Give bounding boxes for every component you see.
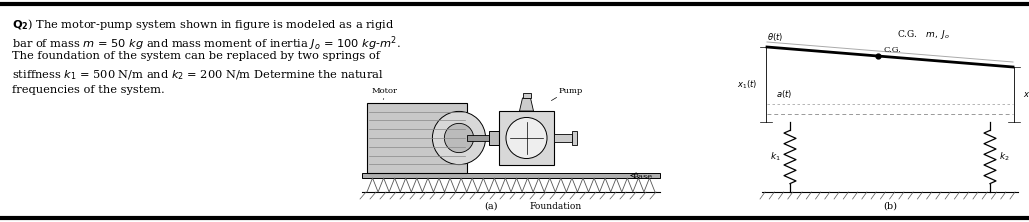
Text: stiffness $k_1$ = 500 N/m and $k_2$ = 200 N/m Determine the natural: stiffness $k_1$ = 500 N/m and $k_2$ = 20…	[12, 68, 384, 82]
Text: (a): (a)	[485, 202, 498, 211]
Bar	[499, 111, 554, 165]
Text: $\theta(t)$: $\theta(t)$	[767, 31, 783, 43]
Text: bar of mass $m$ = $50$ $kg$ and mass moment of inertia $J_o$ = $100$ $kg$-$m^2$.: bar of mass $m$ = $50$ $kg$ and mass mom…	[12, 34, 400, 53]
Bar	[572, 131, 577, 145]
Text: $k_2$: $k_2$	[999, 151, 1009, 163]
Bar	[554, 134, 572, 142]
Bar	[367, 103, 467, 173]
Circle shape	[506, 117, 547, 159]
Text: C.G.: C.G.	[884, 46, 901, 54]
Text: $x_2(t)$: $x_2(t)$	[1023, 89, 1029, 101]
Circle shape	[432, 111, 486, 165]
Text: $k_1$: $k_1$	[771, 151, 781, 163]
Circle shape	[445, 123, 473, 153]
Text: The foundation of the system can be replaced by two springs of: The foundation of the system can be repl…	[12, 51, 380, 61]
Bar	[523, 93, 531, 98]
Bar	[467, 135, 489, 141]
Polygon shape	[520, 98, 533, 111]
Text: $x_1(t)$: $x_1(t)$	[737, 79, 757, 91]
Bar	[489, 131, 499, 145]
Text: frequencies of the system.: frequencies of the system.	[12, 85, 165, 95]
Text: Base: Base	[633, 172, 653, 180]
Text: Pump: Pump	[559, 87, 583, 95]
Text: C.G.   $m,\ J_o$: C.G. $m,\ J_o$	[897, 28, 950, 41]
Text: $a(t)$: $a(t)$	[776, 88, 792, 100]
Text: Motor: Motor	[372, 87, 398, 95]
Text: $\mathbf{Q_2}$) The motor-pump system shown in figure is modeled as a rigid: $\mathbf{Q_2}$) The motor-pump system sh…	[12, 17, 394, 32]
Text: Foundation: Foundation	[530, 202, 582, 211]
Bar	[362, 173, 660, 178]
Text: (b): (b)	[883, 202, 897, 211]
